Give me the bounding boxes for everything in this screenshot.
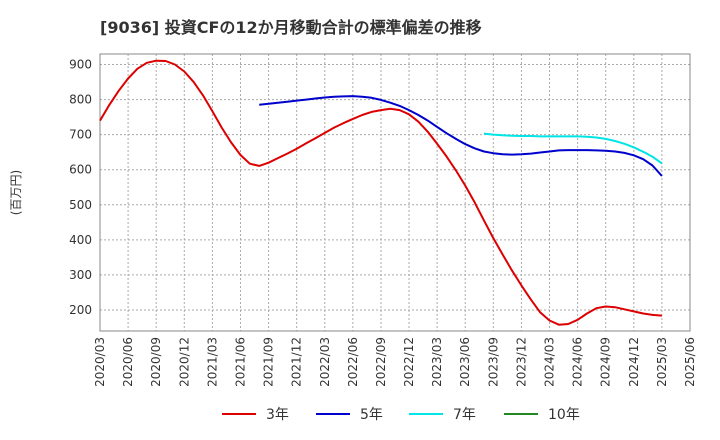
y-tick-label: 700 (69, 128, 92, 142)
x-tick-label: 2022/03 (318, 337, 332, 387)
x-axis: 2020/03 2020/06 2020/09 2020/12 2021/03 2021/… (93, 337, 697, 387)
series-line-0 (99, 59, 662, 326)
x-tick-label: 2023/06 (458, 337, 472, 387)
legend-label: 5年 (360, 407, 383, 423)
chart-title: [9036] 投資CFの12か月移動合計の標準偏差の推移 (100, 18, 482, 37)
x-tick-label: 2021/09 (262, 337, 276, 387)
series-line-2 (483, 132, 663, 165)
x-tick-label: 2021/12 (290, 337, 304, 387)
x-tick-label: 2020/03 (93, 337, 107, 387)
series-lines (99, 59, 663, 326)
y-tick-label: 200 (69, 303, 92, 317)
grid (99, 54, 691, 331)
x-tick-label: 2022/12 (402, 337, 416, 387)
x-tick-label: 2022/09 (374, 337, 388, 387)
x-tick-label: 2024/12 (627, 337, 641, 387)
y-tick-label: 300 (69, 268, 92, 282)
legend-label: 7年 (453, 407, 476, 423)
plot-frame (99, 53, 691, 332)
x-tick-label: 2020/09 (149, 337, 163, 387)
legend: 3年 5年 7年 10年 (222, 407, 580, 423)
y-tick-label: 900 (69, 58, 92, 72)
y-axis-label: (百万円) (9, 170, 23, 215)
x-tick-label: 2024/06 (571, 337, 585, 387)
x-tick-label: 2021/06 (233, 337, 247, 387)
legend-label: 3年 (266, 407, 289, 423)
x-tick-label: 2023/09 (486, 337, 500, 387)
x-tick-label: 2024/03 (543, 337, 557, 387)
x-tick-label: 2020/06 (121, 337, 135, 387)
x-tick-label: 2023/03 (430, 337, 444, 387)
y-tick-label: 600 (69, 163, 92, 177)
x-tick-label: 2025/06 (683, 337, 697, 387)
series-line-1 (259, 95, 663, 177)
legend-label: 10年 (548, 407, 580, 423)
y-tick-label: 800 (69, 93, 92, 107)
x-tick-label: 2020/12 (177, 337, 191, 387)
y-axis: 200 300 400 500 600 700 800 900 (69, 58, 92, 317)
x-tick-label: 2021/03 (205, 337, 219, 387)
y-tick-label: 500 (69, 198, 92, 212)
x-tick-label: 2022/06 (346, 337, 360, 387)
x-tick-label: 2023/12 (514, 337, 528, 387)
y-tick-label: 400 (69, 233, 92, 247)
x-tick-label: 2025/03 (655, 337, 669, 387)
x-tick-label: 2024/09 (599, 337, 613, 387)
